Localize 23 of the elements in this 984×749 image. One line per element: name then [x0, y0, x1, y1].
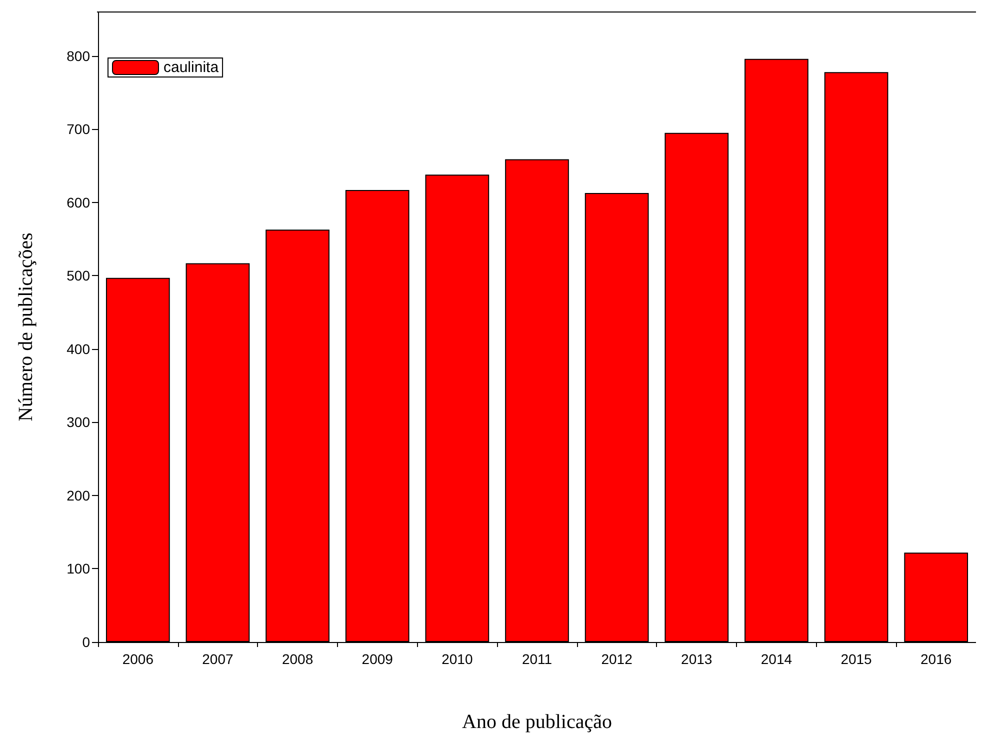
- y-tick-label: 800: [66, 48, 90, 64]
- y-tick-label: 200: [66, 487, 90, 504]
- x-tick-label: 2015: [840, 651, 872, 667]
- y-tick-label: 500: [66, 268, 90, 284]
- x-tick-label: 2013: [681, 651, 712, 667]
- x-tick-label: 2014: [760, 651, 792, 667]
- y-tick-label: 600: [66, 194, 90, 210]
- x-tick-label: 2010: [442, 651, 473, 667]
- y-tick-label: 100: [66, 560, 90, 577]
- x-tick-label: 2007: [202, 651, 234, 667]
- x-tick-label: 2008: [282, 651, 314, 667]
- x-tick-label: 2016: [920, 651, 952, 667]
- y-axis-title: Número de publicações: [15, 232, 37, 422]
- y-tick-label: 400: [66, 340, 90, 357]
- x-tick-label: 2012: [601, 651, 633, 667]
- y-tick-label: 0: [82, 634, 90, 650]
- x-tick-label: 2006: [122, 651, 154, 667]
- y-tick-label: 300: [66, 414, 90, 430]
- x-tick-label: 2009: [362, 651, 394, 667]
- y-tick-label: 700: [66, 121, 90, 138]
- x-axis-title: Ano de publicação: [462, 711, 612, 733]
- x-tick-label: 2011: [522, 651, 552, 667]
- legend-label: caulinita: [164, 59, 220, 76]
